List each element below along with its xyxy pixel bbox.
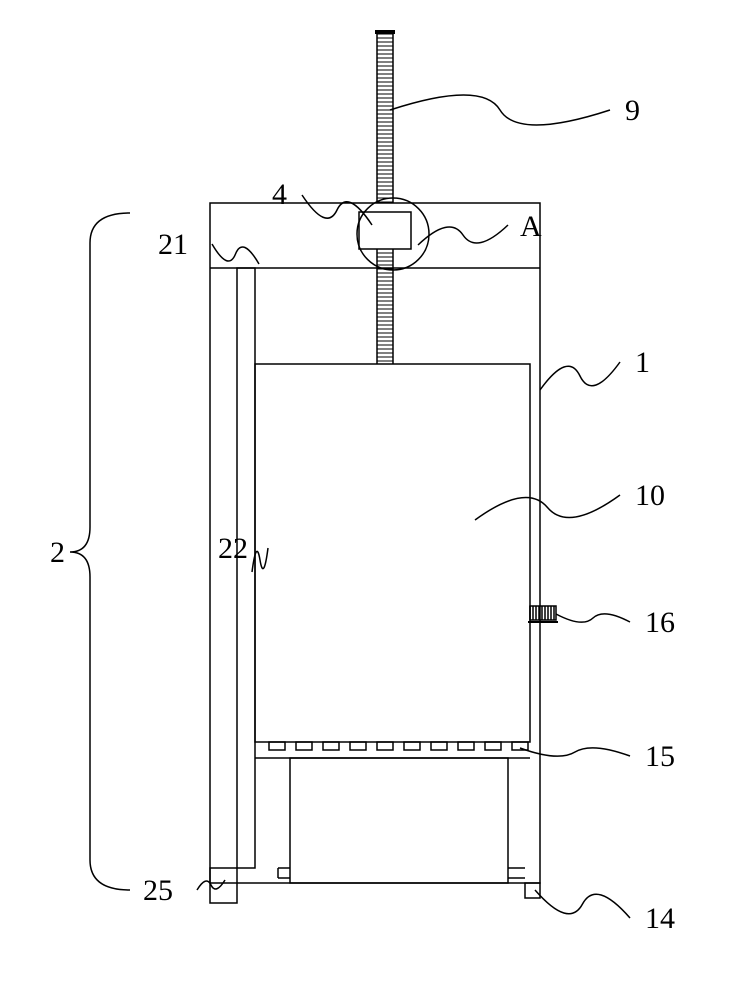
label-25: 25 [143,874,173,907]
label-9: 9 [625,94,640,127]
label-21: 21 [158,228,188,261]
label-10: 10 [635,479,665,512]
label-2: 2 [50,536,65,569]
label-1: 1 [635,346,650,379]
screw-cap [375,30,395,34]
label-14: 14 [645,902,675,935]
label-22: 22 [218,532,248,565]
label-16: 16 [645,606,675,639]
label-4: 4 [272,178,287,211]
label-15: 15 [645,740,675,773]
label-A: A [520,210,542,243]
